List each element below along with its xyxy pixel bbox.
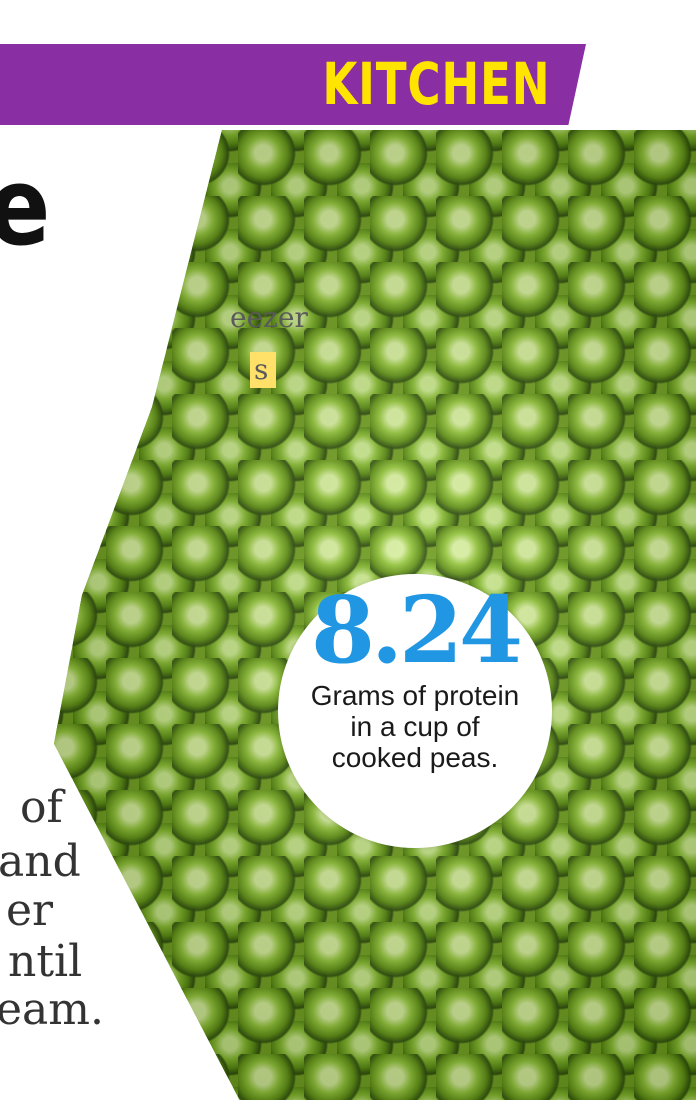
body-line-3: er bbox=[6, 885, 54, 936]
body-line-4: ntil bbox=[8, 936, 83, 987]
deck-line-2-highlight: s bbox=[250, 352, 277, 388]
deck-line-1: eezer bbox=[230, 301, 308, 334]
stat-number: 8.24 bbox=[310, 576, 523, 684]
body-line-2: and bbox=[0, 836, 81, 887]
stat-caption-line-3: cooked peas. bbox=[331, 742, 499, 773]
stat-caption-line-2: in a cup of bbox=[350, 711, 480, 742]
section-banner: KITCHEN bbox=[0, 44, 586, 125]
body-line-1: of bbox=[20, 782, 63, 833]
headline-fragment: e bbox=[0, 148, 50, 268]
stat-callout: 8.24 Grams of protein in a cup of cooked… bbox=[278, 574, 552, 848]
section-title: KITCHEN bbox=[321, 50, 550, 118]
body-line-5: eam. bbox=[0, 984, 104, 1035]
stat-caption-line-1: Grams of protein bbox=[310, 680, 520, 711]
